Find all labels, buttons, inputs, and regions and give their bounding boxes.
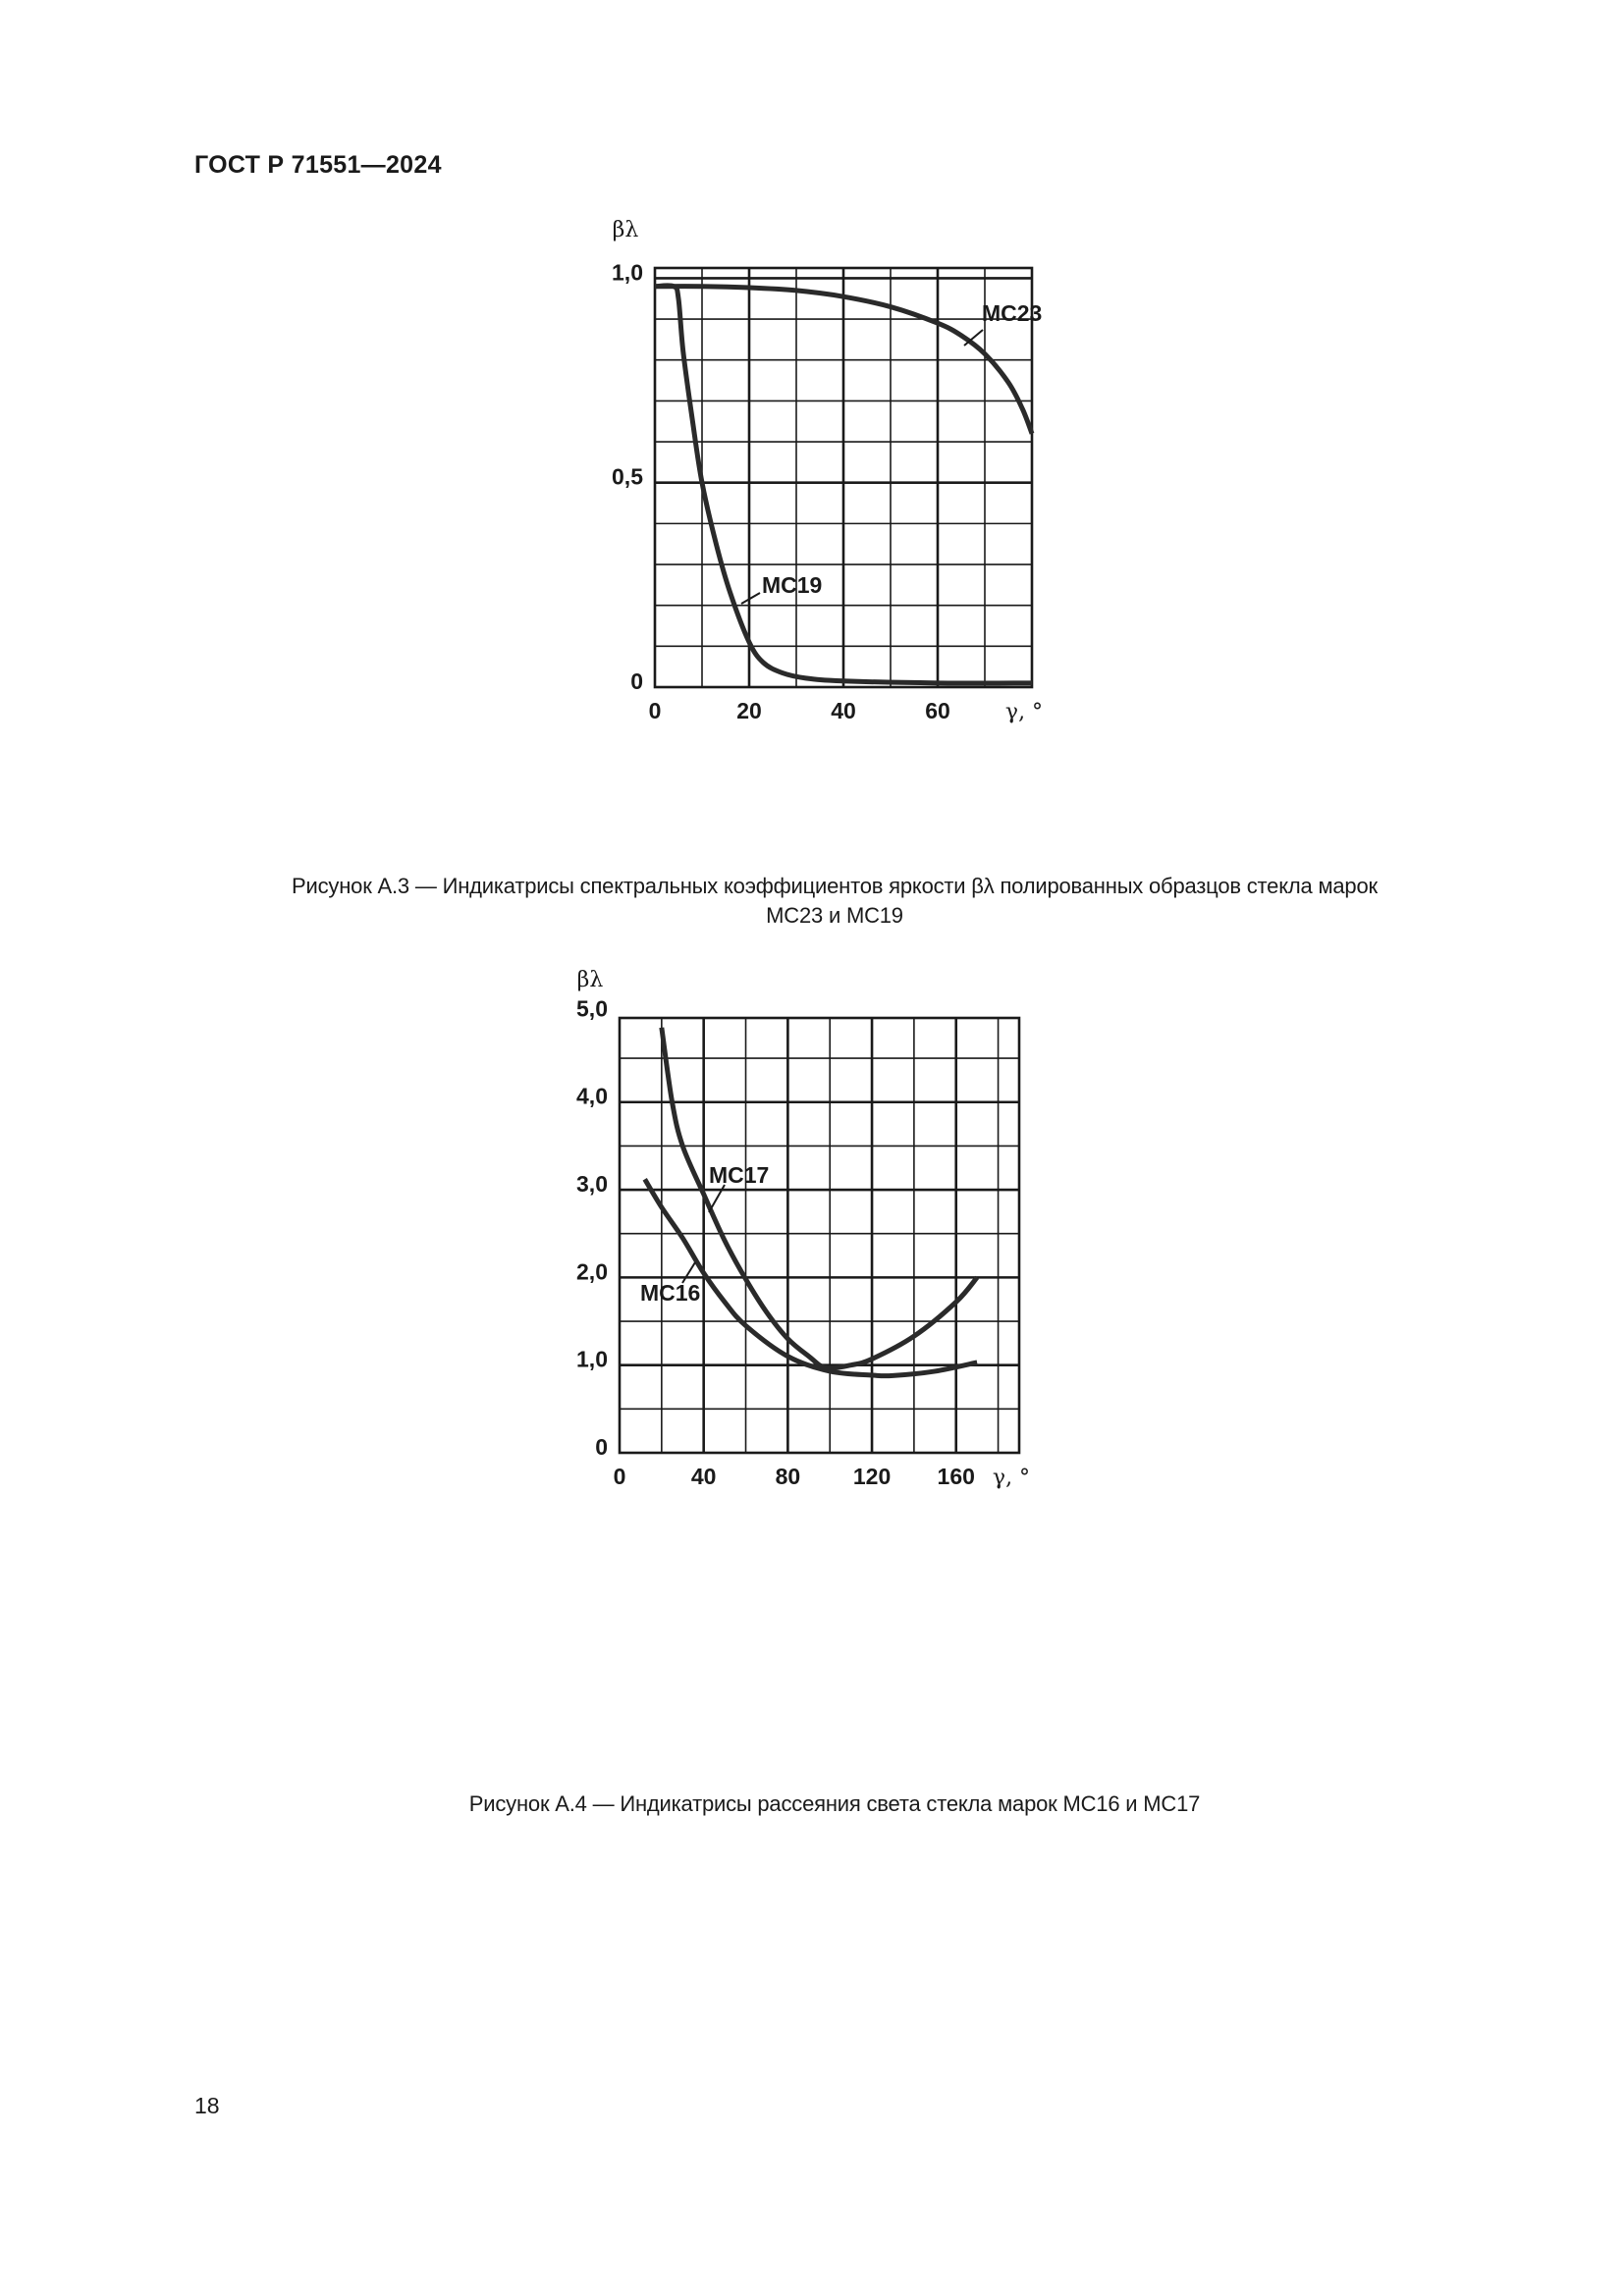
x-tick-label: 60	[925, 698, 950, 723]
y-tick-label: 4,0	[576, 1084, 608, 1109]
figure-a4-caption: Рисунок А.4 — Индикатрисы рассеяния свет…	[468, 1791, 1201, 1816]
x-tick-label: 40	[691, 1464, 717, 1489]
y-tick-label: 3,0	[576, 1171, 608, 1197]
x-tick-label: 160	[938, 1464, 975, 1489]
plot-frame	[618, 1016, 1021, 1455]
series-leader-line	[708, 1184, 726, 1213]
series-line-МС23	[654, 284, 1035, 435]
series-line-МС16	[642, 1178, 978, 1379]
x-tick-label: 40	[831, 698, 856, 723]
series-label: МС17	[709, 1162, 769, 1188]
x-tick-label: 20	[736, 698, 762, 723]
series-leader-line	[681, 1261, 696, 1284]
chart-a3: 0 20 40 60 0 0,5 1,0 γ, ° βλ МС23 МС19	[612, 218, 1043, 724]
figure-a3-caption-line2: МС23 и МС19	[766, 903, 903, 928]
x-tick-label: 80	[776, 1464, 801, 1489]
y-tick-label: 0	[595, 1434, 608, 1460]
y-tick-label: 2,0	[576, 1258, 608, 1284]
y-tick-label: 1,0	[612, 259, 643, 285]
y-tick-label: 0,5	[612, 464, 643, 490]
x-axis-label: γ, °	[993, 1466, 1030, 1490]
series-label: МС16	[640, 1280, 700, 1306]
y-axis-label: βλ	[613, 218, 639, 242]
x-tick-label: 0	[649, 698, 662, 723]
series-leader-line	[963, 329, 984, 347]
series-leader-line	[740, 592, 761, 605]
series-line-МС17	[659, 1027, 980, 1371]
document-id: ГОСТ Р 71551—2024	[194, 151, 442, 179]
x-tick-label: 120	[853, 1464, 891, 1489]
page-number: 18	[194, 2093, 220, 2118]
y-tick-label: 5,0	[576, 995, 608, 1021]
y-tick-label: 0	[630, 668, 643, 694]
y-axis-label: βλ	[577, 968, 604, 992]
plot-frame	[653, 266, 1034, 689]
chart-a4: 0 40 80 120 160 0 1,0 2,0 3,0 4,0 5,0 γ, ° βλ МС17 МС1…	[576, 968, 1030, 1490]
x-axis-label: γ, °	[1005, 700, 1043, 724]
x-tick-label: 0	[614, 1464, 626, 1489]
series-line-МС19	[654, 283, 1033, 686]
series-label: МС23	[982, 300, 1042, 326]
series-label: МС19	[762, 572, 822, 598]
y-tick-label: 1,0	[576, 1347, 608, 1372]
figure-a3-caption-line1: Рисунок А.3 — Индикатрисы спектральных к…	[292, 874, 1378, 898]
